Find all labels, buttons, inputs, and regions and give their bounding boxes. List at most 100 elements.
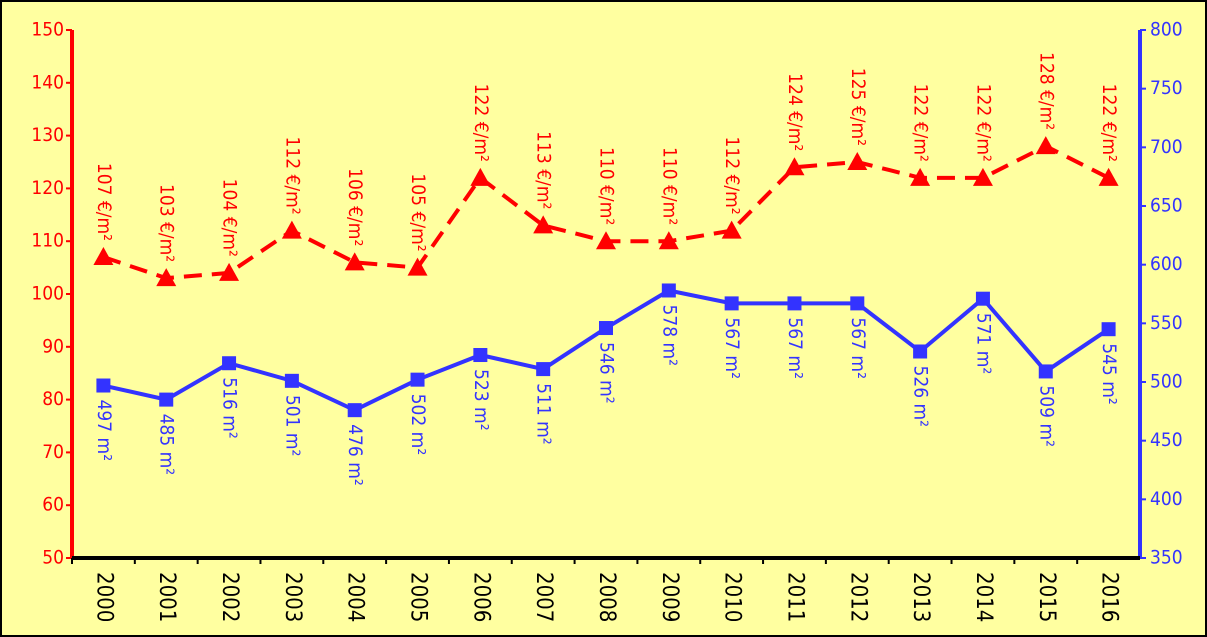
data-label: 112 €/m²	[281, 136, 303, 214]
data-label: 485 m²	[156, 414, 178, 476]
data-label: 546 m²	[596, 342, 618, 404]
x-tick-label: 2011	[782, 572, 807, 622]
data-label: 516 m²	[219, 377, 241, 439]
y2-tick-label: 800	[1150, 19, 1183, 41]
x-tick-label: 2012	[845, 572, 870, 622]
data-label: 122 €/m²	[1098, 84, 1120, 162]
marker	[159, 392, 174, 407]
data-label: 497 m²	[93, 400, 115, 462]
marker	[972, 167, 993, 186]
x-tick-label: 2002	[217, 572, 242, 622]
marker	[93, 247, 114, 266]
marker	[344, 252, 365, 271]
marker	[284, 373, 299, 388]
y2-tick-label: 600	[1150, 253, 1183, 275]
y-tick-label: 70	[42, 441, 64, 463]
y2-tick-label: 450	[1150, 429, 1183, 451]
y-tick-label: 50	[42, 547, 64, 569]
y2-tick-label: 500	[1150, 371, 1183, 393]
marker	[975, 291, 990, 306]
marker	[281, 220, 302, 239]
y2-tick-label: 700	[1150, 136, 1183, 158]
marker	[1101, 322, 1116, 337]
marker	[96, 378, 111, 393]
data-label: 107 €/m²	[93, 163, 115, 241]
data-label: 128 €/m²	[1035, 52, 1057, 130]
marker	[407, 257, 428, 276]
data-label: 571 m²	[972, 313, 994, 375]
x-tick-label: 2009	[657, 572, 682, 622]
data-label: 103 €/m²	[156, 184, 178, 262]
data-label: 567 m²	[784, 317, 806, 379]
marker	[536, 362, 551, 377]
data-label: 567 m²	[721, 317, 743, 379]
data-label: 104 €/m²	[219, 179, 241, 257]
data-label: 122 €/m²	[470, 84, 492, 162]
data-label: 509 m²	[1035, 385, 1057, 447]
data-label: 567 m²	[847, 317, 869, 379]
data-label: 545 m²	[1098, 343, 1120, 405]
y-tick-label: 150	[31, 19, 64, 41]
data-label: 501 m²	[281, 395, 303, 457]
marker	[1035, 136, 1056, 155]
y-tick-label: 140	[31, 71, 64, 93]
y2-tick-label: 750	[1150, 77, 1183, 99]
marker	[470, 167, 491, 186]
x-tick-label: 2007	[531, 572, 556, 622]
y-tick-label: 100	[31, 283, 64, 305]
data-label: 122 €/m²	[972, 84, 994, 162]
marker	[410, 372, 425, 387]
marker	[473, 348, 488, 363]
y-tick-label: 110	[31, 230, 64, 252]
x-tick-label: 2016	[1097, 572, 1122, 622]
x-tick-label: 2015	[1034, 572, 1059, 622]
marker	[787, 296, 802, 311]
data-label: 105 €/m²	[407, 173, 429, 251]
marker	[596, 231, 616, 250]
y2-tick-label: 350	[1150, 547, 1183, 569]
y-tick-label: 120	[31, 177, 64, 199]
data-label: 578 m²	[658, 304, 680, 366]
marker	[784, 157, 805, 176]
marker	[910, 167, 931, 186]
marker	[850, 296, 865, 311]
x-tick-label: 2006	[468, 572, 493, 622]
data-label: 122 €/m²	[910, 84, 932, 162]
marker	[661, 283, 676, 298]
data-label: 110 €/m²	[596, 147, 618, 225]
x-tick-label: 2001	[154, 572, 179, 622]
x-tick-label: 2000	[91, 572, 116, 622]
y2-tick-label: 550	[1150, 312, 1183, 334]
x-tick-label: 2008	[594, 572, 619, 622]
y2-tick-label: 650	[1150, 195, 1183, 217]
marker	[156, 268, 177, 287]
x-tick-label: 2010	[720, 572, 745, 622]
marker	[222, 356, 237, 371]
data-label: 113 €/m²	[533, 131, 555, 209]
data-label: 511 m²	[533, 383, 555, 445]
data-label: 112 €/m²	[721, 136, 743, 214]
marker	[599, 321, 613, 336]
data-label: 502 m²	[407, 394, 429, 456]
x-tick-label: 2014	[971, 572, 996, 622]
y2-tick-label: 400	[1150, 488, 1183, 510]
marker	[724, 296, 739, 311]
y-tick-label: 130	[31, 124, 64, 146]
marker	[1038, 364, 1053, 379]
data-label: 476 m²	[344, 424, 366, 486]
data-label: 110 €/m²	[658, 147, 680, 225]
marker	[658, 231, 679, 250]
marker	[721, 220, 742, 239]
x-tick-label: 2013	[908, 572, 933, 622]
marker	[913, 344, 928, 359]
x-tick-label: 2004	[343, 572, 368, 622]
marker	[347, 403, 362, 418]
marker	[533, 215, 554, 234]
x-tick-label: 2005	[406, 572, 431, 622]
data-label: 125 €/m²	[847, 68, 869, 146]
y-tick-label: 90	[42, 335, 64, 357]
y-tick-label: 60	[42, 494, 64, 516]
y-tick-label: 80	[42, 388, 64, 410]
